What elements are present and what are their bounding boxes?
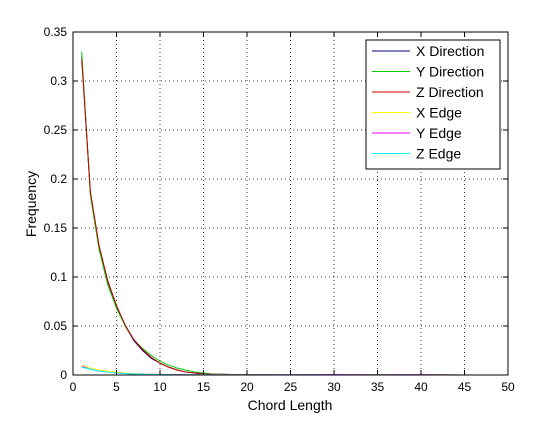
y-tick-label: 0.35: [44, 25, 68, 39]
x-tick-label: 45: [458, 380, 472, 394]
x-tick-label: 50: [501, 380, 515, 394]
legend-box: [365, 39, 501, 170]
x-tick-label: 20: [240, 380, 254, 394]
legend-label-x-direction: X Direction: [416, 43, 484, 59]
legend-label-x-edge: X Edge: [416, 105, 462, 121]
y-tick-label: 0.15: [44, 221, 68, 235]
legend-label-z-direction: Z Direction: [416, 84, 484, 100]
y-tick-label: 0.25: [44, 123, 68, 137]
x-tick-label: 40: [414, 380, 428, 394]
x-tick-label: 30: [327, 380, 341, 394]
y-tick-label: 0.2: [50, 172, 67, 186]
y-tick-label: 0: [60, 368, 67, 382]
x-tick-label: 5: [113, 380, 120, 394]
y-axis-label: Frequency: [23, 171, 39, 237]
axis-ticks: 0 5 10 15 20 25 30 35 40 45 50 0 0.05 0.1 0.15 0.2 0.25 0…: [44, 25, 515, 394]
x-tick-label: 35: [371, 380, 385, 394]
x-tick-label: 15: [197, 380, 211, 394]
legend-label-y-direction: Y Direction: [416, 64, 484, 80]
grid-lines: [73, 32, 508, 375]
y-tick-label: 0.1: [50, 270, 67, 284]
y-tick-label: 0.05: [44, 319, 68, 333]
chart-legend: X Direction Y Direction Z Direction X Edge Y…: [365, 39, 501, 170]
x-tick-label: 10: [153, 380, 167, 394]
x-tick-label: 25: [284, 380, 298, 394]
legend-label-z-edge: Z Edge: [416, 146, 461, 162]
x-tick-label: 0: [70, 380, 77, 394]
y-tick-label: 0.3: [50, 74, 67, 88]
x-axis-label: Chord Length: [248, 397, 333, 413]
legend-label-y-edge: Y Edge: [416, 125, 462, 141]
